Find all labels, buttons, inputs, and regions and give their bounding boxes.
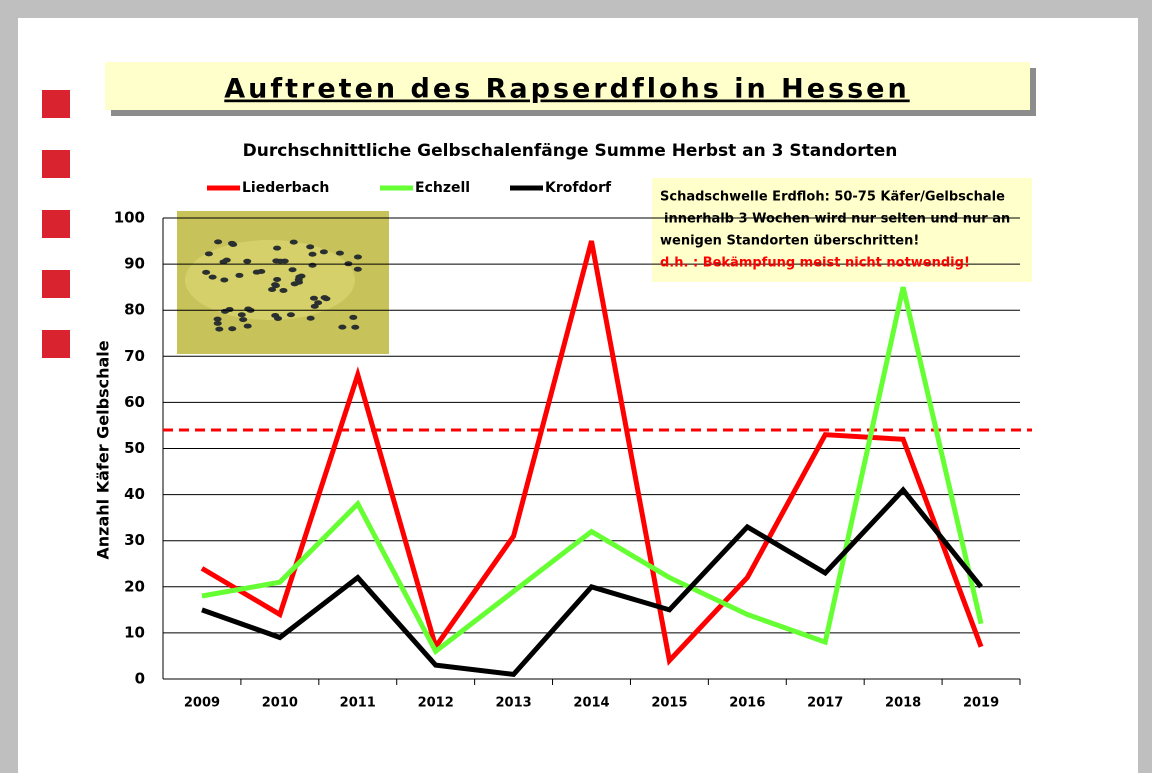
beetle	[215, 327, 223, 332]
legend-label: Liederbach	[242, 180, 329, 196]
beetle	[214, 321, 222, 326]
beetle	[287, 312, 295, 317]
beetle	[354, 267, 362, 272]
x-tick-label: 2013	[495, 696, 531, 711]
y-tick-label: 40	[124, 485, 145, 503]
x-tick-label: 2015	[651, 696, 687, 711]
beetle	[309, 252, 317, 257]
y-tick-label: 0	[135, 670, 145, 688]
beetle	[274, 316, 282, 321]
beetle	[205, 251, 213, 256]
beetle	[320, 249, 328, 254]
y-tick-label: 90	[124, 255, 145, 273]
beetle	[239, 317, 247, 322]
beetle	[273, 246, 281, 251]
x-tick-label: 2018	[885, 696, 921, 711]
beetle	[354, 255, 362, 260]
bullet	[42, 210, 70, 238]
bullet	[42, 150, 70, 178]
y-tick-label: 60	[124, 393, 145, 411]
page: Auftreten des Rapserdflohs in Hessen Dur…	[0, 0, 1152, 778]
beetle	[314, 300, 322, 305]
beetle	[244, 306, 252, 311]
beetle	[290, 240, 298, 245]
bullet	[42, 270, 70, 298]
beetle	[279, 288, 287, 293]
beetle	[253, 270, 261, 275]
beetle	[307, 316, 315, 321]
x-tick-label: 2016	[729, 696, 765, 711]
beetle	[276, 259, 284, 264]
x-tick-label: 2012	[418, 696, 454, 711]
y-tick-label: 100	[114, 209, 145, 227]
y-tick-label: 50	[124, 439, 145, 457]
y-tick-label: 70	[124, 347, 145, 365]
annotation-text: d.h. : Bekämpfung meist nicht notwendig!	[660, 256, 970, 271]
bullet	[42, 330, 70, 358]
annotation-text: Schadschwelle Erdfloh: 50-75 Käfer/Gelbs…	[660, 190, 1005, 205]
beetle	[338, 325, 346, 330]
beetle	[202, 270, 210, 275]
beetle	[214, 317, 222, 322]
beetle	[295, 280, 303, 285]
x-tick-label: 2011	[340, 696, 376, 711]
y-tick-label: 20	[124, 577, 145, 595]
bullet	[42, 90, 70, 118]
slide: Auftreten des Rapserdflohs in Hessen Dur…	[0, 0, 1152, 773]
legend-label: Echzell	[415, 180, 470, 196]
annotation-text: wenigen Standorten überschritten!	[660, 234, 919, 249]
beetle	[310, 296, 318, 301]
beetle	[351, 325, 359, 330]
y-axis-label: Anzahl Käfer Gelbschale	[94, 340, 113, 559]
annotation-text: innerhalb 3 Wochen wird nur selten und n…	[664, 212, 1010, 227]
chart-title: Auftreten des Rapserdflohs in Hessen	[224, 74, 909, 105]
y-tick-label: 30	[124, 531, 145, 549]
beetle	[209, 275, 217, 280]
x-tick-label: 2010	[262, 696, 298, 711]
beetle	[244, 324, 252, 329]
beetle	[273, 277, 281, 282]
x-tick-label: 2009	[184, 696, 220, 711]
beetle	[289, 267, 297, 272]
x-tick-label: 2017	[807, 696, 843, 711]
x-tick-label: 2014	[573, 696, 609, 711]
chart-subtitle: Durchschnittliche Gelbschalenfänge Summe…	[243, 141, 898, 161]
beetle	[214, 239, 222, 244]
beetle	[243, 259, 251, 264]
beetle	[349, 315, 357, 320]
beetle	[228, 326, 236, 331]
beetle	[268, 287, 276, 292]
beetle	[308, 263, 316, 268]
beetle	[228, 241, 236, 246]
beetle	[306, 244, 314, 249]
y-tick-label: 10	[124, 623, 145, 641]
beetle	[235, 273, 243, 278]
slide-background	[18, 18, 1138, 773]
beetle	[321, 295, 329, 300]
legend-label: Krofdorf	[545, 180, 612, 196]
x-tick-label: 2019	[963, 696, 999, 711]
beetle	[238, 312, 246, 317]
y-tick-label: 80	[124, 301, 145, 319]
photo	[177, 211, 389, 354]
beetle	[221, 309, 229, 314]
beetle	[220, 277, 228, 282]
beetle	[223, 258, 231, 263]
beetle	[271, 282, 279, 287]
beetle	[336, 251, 344, 256]
